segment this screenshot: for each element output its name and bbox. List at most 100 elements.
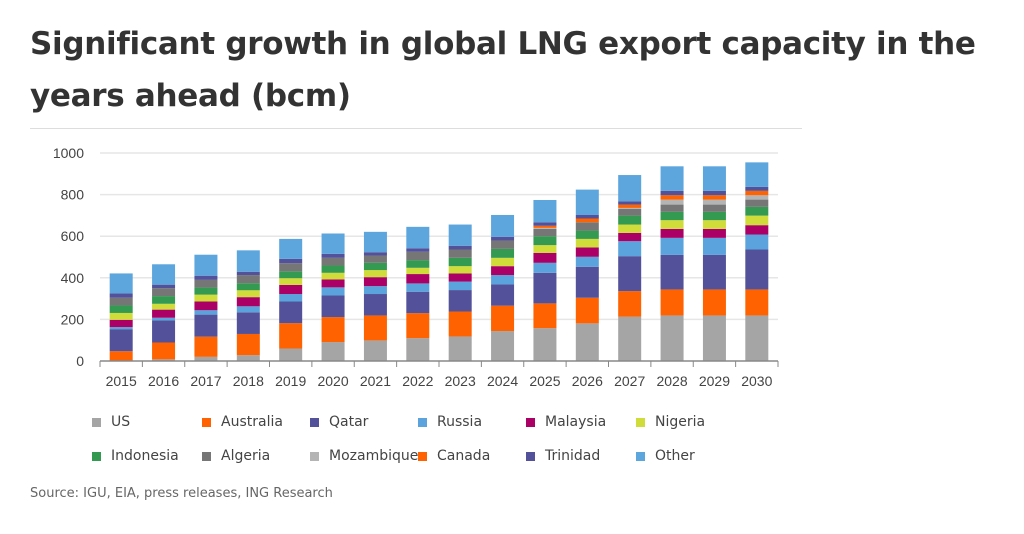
bar-segment-indonesia-2021: [363, 262, 387, 271]
bar-segment-malaysia-2017: [194, 301, 218, 311]
bar-segment-nigeria-2018: [236, 290, 260, 298]
bar-segment-other-2024: [491, 214, 515, 237]
x-tick-label: 2023: [445, 373, 476, 389]
bar-segment-algeria-2021: [363, 255, 387, 263]
bar-segment-malaysia-2030: [745, 225, 769, 235]
x-tick-label: 2030: [741, 373, 772, 389]
bar-segment-malaysia-2025: [533, 252, 557, 263]
x-tick-label: 2019: [275, 373, 306, 389]
bar-segment-other-2022: [406, 226, 430, 249]
bar-segment-indonesia-2015: [109, 305, 133, 313]
x-tick-label: 2024: [487, 373, 518, 389]
bar-segment-malaysia-2027: [618, 232, 642, 242]
bar-segment-indonesia-2026: [575, 230, 599, 239]
bar-segment-trinidad-2018: [236, 271, 260, 276]
bar-segment-australia-2018: [236, 333, 260, 356]
legend-label: Canada: [437, 448, 491, 464]
legend-label: Russia: [437, 414, 483, 430]
bar-segment-russia-2029: [702, 237, 726, 255]
bar-segment-qatar-2018: [236, 312, 260, 334]
bar-segment-nigeria-2023: [448, 266, 472, 274]
bar-segment-trinidad-2015: [109, 293, 133, 298]
chart-title: Significant growth in global LNG export …: [30, 26, 976, 114]
bar-segment-algeria-2028: [660, 204, 684, 212]
bar-segment-indonesia-2023: [448, 257, 472, 267]
bar-segment-malaysia-2022: [406, 274, 430, 284]
bar-segment-malaysia-2024: [491, 266, 515, 276]
bar-segment-malaysia-2023: [448, 273, 472, 282]
bar-segment-other-2021: [363, 231, 387, 253]
bar-segment-us-2019: [279, 348, 303, 361]
bar-segment-australia-2021: [363, 315, 387, 341]
bar-segment-algeria-2017: [194, 279, 218, 288]
bar-segment-other-2016: [152, 264, 176, 285]
y-tick-label: 0: [76, 353, 84, 369]
bar-segment-us-2029: [702, 315, 726, 361]
bar-segment-nigeria-2024: [491, 257, 515, 267]
x-tick-label: 2026: [572, 373, 603, 389]
bar-segment-mozambique-2029: [702, 199, 726, 205]
bar-segment-us-2016: [152, 359, 176, 361]
legend-item-other: Other: [636, 448, 695, 464]
legend-swatch: [418, 417, 427, 427]
bar-segment-us-2020: [321, 342, 345, 361]
bar-segment-qatar-2021: [363, 294, 387, 316]
legend-swatch: [202, 417, 211, 427]
bar-segment-algeria-2026: [575, 222, 599, 231]
bar-segment-russia-2022: [406, 283, 430, 292]
legend-item-canada: Canada: [418, 448, 490, 464]
bar-segment-malaysia-2020: [321, 279, 345, 288]
bar-segment-other-2025: [533, 200, 557, 223]
bar-segment-qatar-2015: [109, 329, 133, 352]
bar-segment-malaysia-2021: [363, 277, 387, 287]
bar-segment-canada-2025: [533, 225, 557, 228]
legend-label: Malaysia: [545, 414, 607, 430]
bar-segment-other-2023: [448, 224, 472, 246]
bar-segment-qatar-2016: [152, 320, 176, 343]
bar-segment-other-2027: [618, 175, 642, 202]
bar-segment-trinidad-2028: [660, 190, 684, 196]
bar-segment-trinidad-2020: [321, 253, 345, 258]
bar-segment-qatar-2027: [618, 256, 642, 292]
legend-label: Mozambique: [329, 448, 419, 464]
bar-segment-other-2018: [236, 250, 260, 272]
bar-segment-russia-2026: [575, 256, 599, 267]
bar-segment-trinidad-2029: [702, 190, 726, 196]
bar-segment-russia-2020: [321, 287, 345, 296]
x-tick-label: 2025: [529, 373, 560, 389]
bar-segment-us-2017: [194, 356, 218, 361]
bar-segment-us-2028: [660, 315, 684, 361]
bar-segment-indonesia-2024: [491, 248, 515, 258]
bar-segment-russia-2030: [745, 234, 769, 250]
bar-segment-malaysia-2019: [279, 284, 303, 295]
bar-segment-russia-2023: [448, 281, 472, 291]
bar-segment-indonesia-2016: [152, 296, 176, 304]
x-tick-label: 2029: [699, 373, 730, 389]
bar-segment-russia-2017: [194, 310, 218, 315]
bar-segment-indonesia-2029: [702, 211, 726, 221]
bar-segment-mozambique-2028: [660, 199, 684, 205]
x-tick-label: 2021: [360, 373, 391, 389]
bar-segment-trinidad-2021: [363, 252, 387, 256]
bar-segment-nigeria-2026: [575, 238, 599, 248]
bar-segment-indonesia-2018: [236, 283, 260, 291]
legend-item-algeria: Algeria: [202, 448, 270, 464]
bar-segment-qatar-2029: [702, 254, 726, 290]
bar-segment-nigeria-2020: [321, 272, 345, 280]
legend-swatch: [310, 451, 319, 461]
legend-swatch: [418, 451, 427, 461]
bar-segment-australia-2024: [491, 305, 515, 332]
bar-segment-nigeria-2019: [279, 278, 303, 285]
legend-item-nigeria: Nigeria: [636, 414, 705, 430]
bar-segment-other-2015: [109, 273, 133, 294]
bar-segment-indonesia-2025: [533, 236, 557, 246]
bar-segment-algeria-2027: [618, 208, 642, 216]
bar-segment-malaysia-2018: [236, 297, 260, 307]
y-tick-label: 800: [61, 187, 85, 203]
bar-segment-mozambique-2025: [533, 227, 557, 229]
bar-segment-qatar-2023: [448, 290, 472, 312]
bar-segment-nigeria-2028: [660, 220, 684, 229]
legend-label: Other: [655, 448, 695, 464]
bar-segment-canada-2026: [575, 218, 599, 223]
